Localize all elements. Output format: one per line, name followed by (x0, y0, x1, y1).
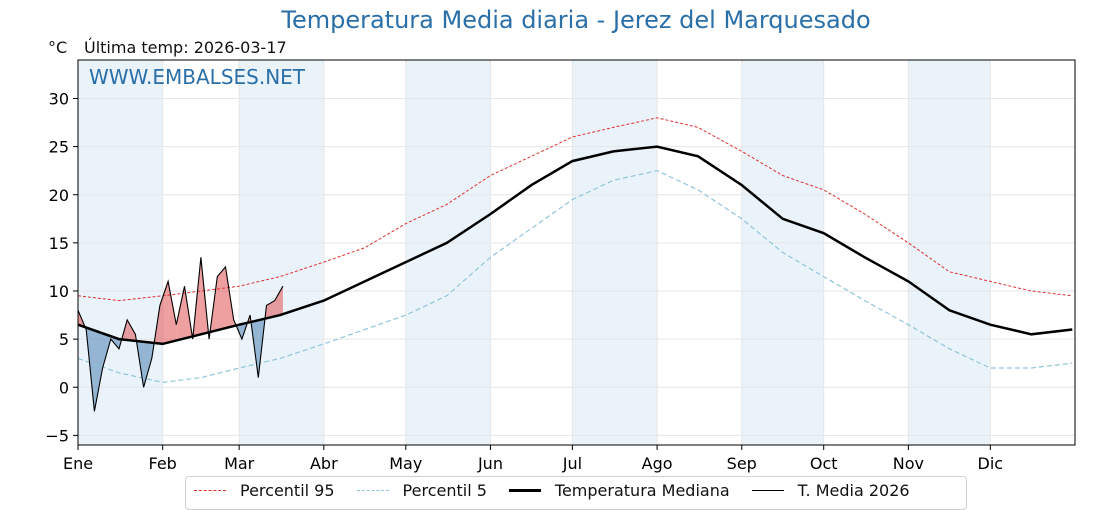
legend-item-p5: Percentil 5 (357, 481, 487, 500)
y-tick-label: 5 (59, 330, 69, 349)
x-tick-label: Sep (727, 454, 757, 473)
above-median-fill (217, 267, 225, 330)
legend-label-median: Temperatura Mediana (555, 481, 730, 500)
x-tick-label: Feb (149, 454, 177, 473)
y-axis-ticks: −5 0 5 10 15 20 25 30 (45, 90, 78, 446)
legend: Percentil 95 Percentil 5 Temperatura Med… (185, 476, 967, 510)
y-tick-label: 20 (49, 186, 69, 205)
x-tick-label: Jul (562, 454, 582, 473)
legend-label-p5: Percentil 5 (403, 481, 487, 500)
x-axis-ticks: Ene Feb Mar Abr May Jun Jul Ago Sep Oct Nov Dic (63, 445, 1003, 473)
x-tick-label: Jun (477, 454, 503, 473)
x-tick-label: Dic (978, 454, 1004, 473)
x-tick-label: Mar (224, 454, 255, 473)
legend-item-p95: Percentil 95 (194, 481, 335, 500)
x-tick-label: Ago (642, 454, 673, 473)
x-tick-label: Oct (810, 454, 838, 473)
y-tick-label: 10 (49, 282, 69, 301)
y-tick-label: 30 (49, 90, 69, 109)
x-tick-label: Ene (63, 454, 93, 473)
x-tick-label: Abr (310, 454, 338, 473)
legend-item-current: T. Media 2026 (752, 481, 910, 500)
y-tick-label: −5 (45, 426, 69, 445)
legend-swatch-current (752, 490, 784, 491)
legend-item-median: Temperatura Mediana (509, 481, 730, 500)
y-tick-label: 25 (49, 138, 69, 157)
x-tick-label: Nov (893, 454, 924, 473)
y-tick-label: 0 (59, 378, 69, 397)
y-tick-label: 15 (49, 234, 69, 253)
watermark: WWW.EMBALSES.NET (89, 65, 306, 89)
legend-label-current: T. Media 2026 (798, 481, 910, 500)
legend-label-p95: Percentil 95 (240, 481, 335, 500)
legend-swatch-p5 (357, 490, 389, 491)
x-tick-label: May (389, 454, 422, 473)
legend-swatch-median (509, 489, 541, 492)
legend-swatch-p95 (194, 490, 226, 491)
